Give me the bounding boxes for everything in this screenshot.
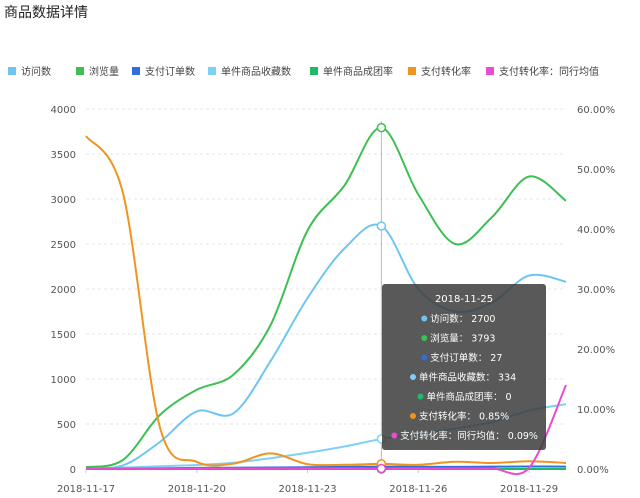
tooltip-marker [410,374,416,380]
top-bar: 商品数据详情 [0,0,640,30]
x-tick-label: 2018-11-29 [500,484,558,494]
tooltip-marker [391,432,398,439]
tooltip-marker [417,393,424,400]
y-right-tick-label: 30.00% [577,285,615,296]
series-line [86,384,567,476]
tooltip-row: 支付转化率： 0.85% [419,411,509,423]
legend-label: 支付转化率 [421,65,471,78]
legend-swatch [8,67,16,75]
y-left-tick-label: 2500 [51,240,76,251]
y-right-tick-label: 50.00% [577,165,615,176]
y-left-tick-label: 3000 [51,195,76,206]
series-point [376,122,387,133]
tooltip-date: 2018-11-25 [435,294,493,305]
legend-label: 访问数 [21,65,51,78]
tooltip-marker [410,413,416,419]
legend-swatch [408,67,416,75]
y-right-tick-label: 60.00% [577,105,615,116]
legend-swatch [486,67,494,75]
tooltip-row: 支付转化率：同行均值： 0.09% [400,430,538,442]
tooltip-marker [421,335,428,341]
grid [86,108,566,469]
y-left-tick-label: 2000 [51,285,76,296]
legend-swatch [132,67,140,75]
tooltip-row: 单件商品收藏数： 334 [419,372,516,384]
tooltip-row: 支付订单数： 27 [430,352,502,364]
series-line [85,126,567,469]
chart-svg: 访问数 浏览量 支付订单数 单件商品收藏数 单件商品成团率 支付转化率 支付转化率：同行均值… [8,65,615,495]
tooltip-row: 单件商品成团率： 0 [427,391,512,403]
legend-label: 单件商品收藏数 [221,65,291,78]
x-tick-label: 2018-11-17 [57,484,115,494]
legend-swatch [76,67,84,75]
y-right-tick-label: 0.00% [577,465,609,476]
tooltip-marker [421,315,428,322]
legend-label: 支付转化率：同行均值 [499,65,599,78]
x-tick-label: 2018-11-20 [168,484,226,494]
y-left-tick-label: 3500 [51,150,76,161]
series-point [376,221,387,231]
x-tick-label: 2018-11-26 [389,484,447,494]
legend-label: 支付订单数 [145,65,195,78]
legend-label: 浏览量 [89,65,119,78]
legend-swatch [208,67,216,75]
y-left-tick-label: 0 [70,465,76,476]
y-right-tick-label: 20.00% [577,345,615,356]
legend-label: 单件商品成团率 [323,65,393,78]
y-left-tick-label: 1500 [51,330,76,341]
tooltip-row: 浏览量： 3793 [430,333,495,345]
legend: 访问数 浏览量 支付订单数 单件商品收藏数 单件商品成团率 支付转化率 支付转化率：同行均值 [8,65,599,78]
chart-panel: 访问数 浏览量 支付订单数 单件商品收藏数 单件商品成团率 支付转化率 支付转化率：同行均值… [0,30,640,495]
page-title: 商品数据详情 [4,5,88,21]
legend-swatch [310,67,318,75]
tooltip-row: 访问数： 2700 [430,313,495,325]
y-left-tick-label: 500 [57,420,76,431]
tooltip: 2018-11-25 访问数： 2700 浏览量： 3793 支付订单数： 27 单件商… [382,284,546,450]
tooltip-marker [421,354,428,361]
y-right-tick-label: 40.00% [577,225,615,236]
series-point [376,463,387,474]
y-left-tick-label: 4000 [51,105,76,116]
tooltip-box [382,284,546,450]
y-left-tick-label: 1000 [51,375,76,386]
y-right-tick-label: 10.00% [577,405,615,416]
series-line [85,135,567,467]
x-tick-label: 2018-11-23 [278,484,336,494]
